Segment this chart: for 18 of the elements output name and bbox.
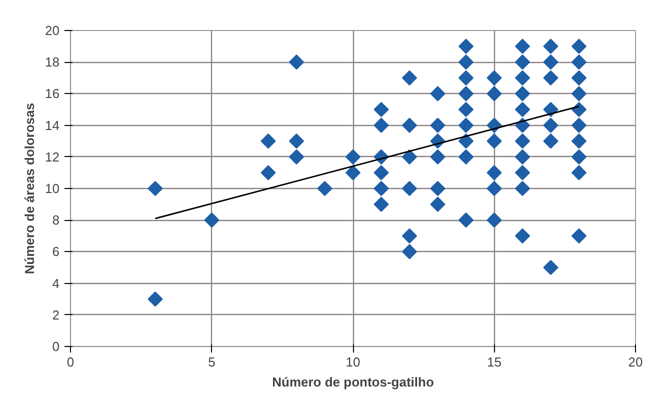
y-tick-label: 4 (52, 276, 60, 291)
y-tick-label: 2 (52, 307, 60, 322)
y-tick-label: 6 (52, 244, 60, 260)
x-tick-label: 20 (628, 354, 643, 370)
x-tick-label: 0 (66, 354, 74, 370)
y-tick-label: 12 (45, 149, 60, 164)
x-tick-label: 15 (487, 354, 502, 370)
y-tick-label: 18 (45, 54, 60, 70)
y-tick-label: 14 (45, 118, 60, 133)
y-tick-label: 10 (45, 181, 60, 196)
x-axis-title: Número de pontos-gatilho (272, 374, 434, 390)
y-axis-title: Número de áreas dolorosas (22, 102, 38, 274)
y-tick-label: 0 (52, 339, 60, 354)
y-tick-label: 16 (45, 86, 60, 102)
x-tick-label: 5 (208, 354, 216, 370)
x-tick-label: 10 (346, 354, 360, 370)
y-tick-label: 8 (52, 212, 60, 228)
y-tick-label: 20 (45, 23, 60, 38)
